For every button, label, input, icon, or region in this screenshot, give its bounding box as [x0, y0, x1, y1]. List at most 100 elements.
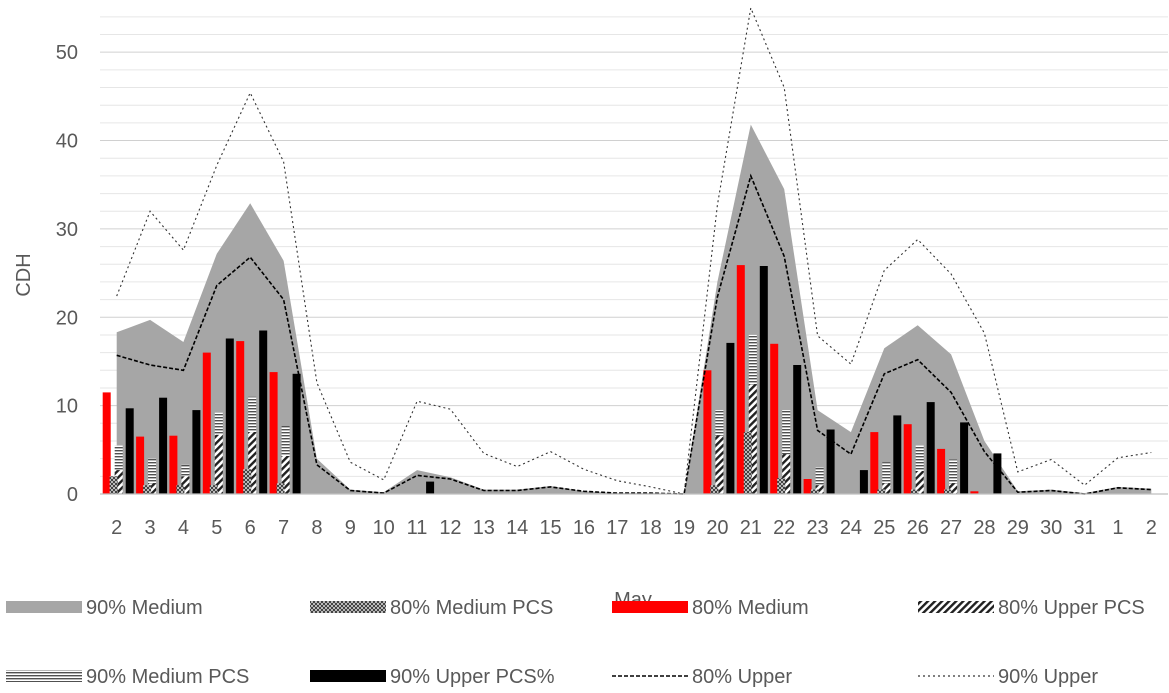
legend-item: 90% Upper PCS% [310, 666, 555, 688]
bar-90-medium-pcs [782, 410, 791, 494]
bar-80-medium [937, 448, 946, 494]
x-tick-label: 26 [907, 517, 929, 539]
bar-90-upper-pcs [826, 429, 835, 494]
x-tick-label: 22 [773, 517, 795, 539]
bar-90-upper-pcs [159, 397, 168, 494]
bar-80-medium-pcs [176, 485, 185, 494]
bar-80-upper-pcs [114, 470, 123, 494]
legend-label: 80% Medium PCS [390, 597, 553, 619]
bar-90-upper-pcs [726, 342, 735, 494]
bar-90-upper-pcs [125, 408, 134, 494]
x-tick-label: 15 [539, 517, 561, 539]
bar-80-medium [703, 370, 712, 494]
legend-swatch [918, 601, 994, 613]
x-tick-label: 10 [373, 517, 395, 539]
x-tick-label: 31 [1073, 517, 1095, 539]
x-tick-label: 7 [278, 517, 289, 539]
bar-90-medium-pcs [949, 459, 958, 494]
x-tick-label: 5 [211, 517, 222, 539]
x-tick-label: 6 [245, 517, 256, 539]
bar-90-medium-pcs [114, 445, 123, 494]
x-tick-label: 8 [311, 517, 322, 539]
bar-90-medium-pcs [815, 467, 824, 494]
bar-90-upper-pcs [793, 365, 802, 494]
bar-90-upper-pcs [859, 470, 868, 494]
legend-item: 80% Upper [612, 666, 792, 688]
bar-90-medium-pcs [148, 458, 157, 494]
y-tick-label: 10 [56, 396, 78, 418]
bar-80-medium-pcs [276, 483, 285, 494]
y-axis-title: CDH [13, 253, 35, 296]
bar-80-upper-pcs [949, 483, 958, 494]
bar-80-medium [269, 372, 278, 494]
bar-80-medium [202, 352, 211, 494]
x-tick-label: 27 [940, 517, 962, 539]
bar-80-medium [803, 479, 812, 494]
bar-80-medium [736, 265, 745, 494]
bar-80-upper-pcs [915, 471, 924, 494]
x-tick-label: 4 [178, 517, 189, 539]
bar-80-upper-pcs [181, 476, 190, 494]
bar-80-medium [770, 343, 779, 494]
x-tick-label: 2 [111, 517, 122, 539]
area-series [116, 124, 1152, 494]
legend-item: 90% Medium [6, 597, 203, 619]
bar-80-medium [870, 432, 879, 494]
x-tick-label: 1 [1112, 517, 1123, 539]
legend-label: 90% Upper PCS% [390, 666, 555, 688]
x-tick-label: 11 [407, 517, 428, 539]
bar-80-medium-pcs [910, 489, 919, 494]
x-tick-label: 14 [506, 517, 528, 539]
line-80-upper [116, 173, 1152, 495]
bar-80-medium-pcs [109, 476, 118, 494]
bar-80-medium [169, 435, 178, 494]
bar-90-upper-pcs [426, 481, 435, 494]
legend-swatch [6, 670, 82, 682]
bar-80-upper-pcs [882, 483, 891, 494]
bar-90-upper-pcs [292, 373, 301, 494]
bar-90-upper-pcs [225, 338, 234, 494]
legend-label: 90% Upper [998, 666, 1098, 688]
legend: 90% Medium 80% Medium PCS 80% Medium 80% Up… [6, 597, 1145, 688]
bar-80-upper-pcs [281, 456, 290, 494]
y-tick-label: 40 [56, 131, 78, 153]
x-tick-label: 30 [1040, 517, 1062, 539]
y-tick-label: 20 [56, 307, 78, 329]
x-tick-label: 13 [473, 517, 495, 539]
x-tick-label: 21 [740, 517, 762, 539]
x-tick-label: 9 [345, 517, 356, 539]
x-tick-label: 25 [873, 517, 895, 539]
bar-90-upper-pcs [759, 266, 768, 494]
bar-80-medium-pcs [743, 432, 752, 494]
legend-item: 90% Upper [918, 666, 1098, 688]
legend-label: 80% Upper [692, 666, 792, 688]
bar-80-medium-pcs [143, 485, 152, 494]
bar-80-upper-pcs [148, 483, 157, 494]
bar-90-upper-pcs [893, 415, 902, 494]
legend-label: 90% Medium [86, 597, 203, 619]
bar-90-medium-pcs [882, 462, 891, 494]
legend-label: 80% Medium [692, 597, 809, 619]
y-tick-label: 0 [67, 484, 78, 506]
bar-90-medium-pcs [915, 445, 924, 494]
bar-80-medium-pcs [243, 469, 252, 494]
x-tick-label: 19 [673, 517, 695, 539]
x-tick-label: 29 [1007, 517, 1029, 539]
bar-80-medium [970, 491, 979, 494]
bar-series [102, 265, 1002, 494]
legend-swatch [612, 601, 688, 613]
bar-90-upper-pcs [926, 402, 935, 494]
bar-80-medium-pcs [877, 489, 886, 494]
bar-80-upper-pcs [748, 384, 757, 494]
legend-label: 80% Upper PCS [998, 597, 1145, 619]
x-tick-label: 20 [706, 517, 728, 539]
area-90-medium [116, 124, 1152, 494]
x-tick-label: 12 [439, 517, 461, 539]
legend-item: 80% Upper PCS [918, 597, 1145, 619]
bar-80-medium [236, 341, 245, 494]
x-tick-label: 3 [145, 517, 156, 539]
y-tick-label: 50 [56, 42, 78, 64]
x-tick-label: 16 [573, 517, 595, 539]
